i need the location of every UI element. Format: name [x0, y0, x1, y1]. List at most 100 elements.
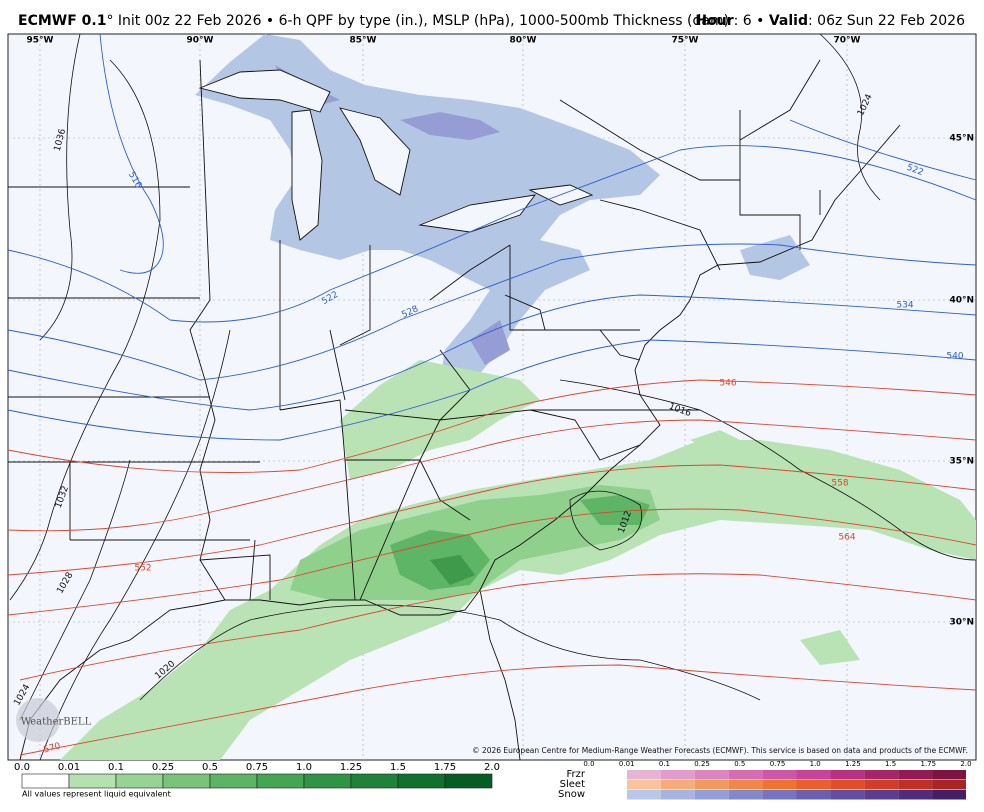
ptype-swatch — [932, 790, 966, 800]
thickness-contours — [7, 33, 977, 756]
rain-swatch — [68, 773, 117, 789]
ptype-tick-label: 0.25 — [694, 760, 710, 768]
rain-tick-label: 1.0 — [296, 762, 312, 773]
latitude-label: 30°N — [949, 618, 974, 628]
legend: 0.0 0.01 0.1 0.25 0.5 0.75 1.0 1.25 1.5 1.75 2.0 Al… — [14, 760, 972, 800]
thickness-label: 540 — [946, 352, 963, 362]
ptype-swatch — [796, 770, 831, 780]
ptype-swatch — [660, 780, 695, 790]
latitude-label: 40°N — [949, 296, 974, 306]
thickness-label: 552 — [134, 564, 151, 574]
ptype-swatch — [796, 790, 831, 800]
hour-label: Hour — [695, 13, 733, 29]
longitude-label: 75°W — [672, 36, 699, 46]
ptype-swatch — [898, 780, 933, 790]
longitude-label: 80°W — [510, 36, 537, 46]
thickness-label: 558 — [831, 479, 848, 489]
ptype-swatch — [728, 790, 763, 800]
ptype-swatch — [830, 780, 865, 790]
ptype-swatch — [694, 780, 729, 790]
ptype-swatch — [898, 790, 933, 800]
ptype-swatch — [762, 790, 797, 800]
ptype-label: Snow — [558, 789, 585, 800]
rain-swatch — [256, 773, 305, 789]
lakes — [198, 69, 594, 241]
thickness-label: 534 — [896, 301, 913, 311]
rain-area — [60, 360, 976, 760]
rain-tick-label: 0.01 — [58, 762, 80, 773]
longitude-label: 90°W — [187, 36, 214, 46]
ptype-swatch — [694, 770, 729, 780]
isobars — [9, 33, 977, 761]
valid-label: Valid — [769, 13, 808, 29]
ptype-tick-label: 1.75 — [921, 760, 937, 768]
hour-value: : 6 • — [734, 13, 769, 29]
rain-swatch — [21, 773, 70, 789]
rain-tick-label: 1.75 — [434, 762, 456, 773]
longitude-label: 95°W — [27, 36, 54, 46]
ptype-tick-label: 0.5 — [734, 760, 745, 768]
thickness-label: 564 — [838, 533, 855, 543]
rain-tick-label: 1.25 — [340, 762, 362, 773]
ptype-tick-label: 2.0 — [960, 760, 971, 768]
header-title: ECMWF 0.1° Init 00z 22 Feb 2026 • 6-h QP… — [18, 13, 729, 29]
ptype-tick-label: 0.75 — [770, 760, 786, 768]
ptype-swatch — [627, 770, 661, 780]
latitude-label: 45°N — [949, 134, 974, 144]
ptype-swatch — [660, 770, 695, 780]
logo: WeatherBELL — [16, 698, 92, 742]
ptype-swatch — [627, 790, 661, 800]
rain-tick-label: 0.5 — [202, 762, 218, 773]
ptype-label: Sleet — [560, 779, 585, 790]
ptype-swatch — [728, 770, 763, 780]
thickness-label: 546 — [719, 379, 736, 389]
longitude-label: 85°W — [350, 36, 377, 46]
rain-tick-label: 2.0 — [484, 762, 500, 773]
latitude-label: 35°N — [949, 457, 974, 467]
ptype-swatch — [627, 780, 661, 790]
ptype-swatch — [864, 790, 899, 800]
ptype-tick-label: 0.0 — [583, 760, 594, 768]
ptype-tick-label: 1.5 — [885, 760, 896, 768]
rain-swatch — [444, 773, 493, 789]
thickness-label: 570 — [43, 741, 62, 755]
ptype-swatch — [932, 780, 966, 790]
title-text: ° Init 00z 22 Feb 2026 • 6-h QPF by type… — [106, 13, 729, 29]
ptype-swatch — [694, 790, 729, 800]
ptype-swatch — [660, 790, 695, 800]
ptype-tick-label: 0.01 — [619, 760, 635, 768]
legend-note: All values represent liquid equivalent — [22, 790, 171, 799]
valid-value: : 06z Sun 22 Feb 2026 — [808, 13, 965, 29]
ptype-swatch — [762, 770, 797, 780]
rain-swatch — [303, 773, 352, 789]
ptype-tick-label: 1.25 — [845, 760, 861, 768]
ptype-swatch — [898, 770, 933, 780]
rain-tick-label: 0.0 — [14, 762, 30, 773]
ptype-swatch — [864, 780, 899, 790]
ptype-label: Frzr — [567, 769, 586, 780]
ptype-swatch — [864, 770, 899, 780]
logo-text: WeatherBELL — [21, 717, 92, 728]
ptype-swatch — [932, 770, 966, 780]
rain-swatch — [350, 773, 399, 789]
longitude-label: 70°W — [834, 36, 861, 46]
rain-swatch — [397, 773, 446, 789]
ptype-tick-label: 1.0 — [810, 760, 821, 768]
copyright: © 2026 European Centre for Medium-Range … — [472, 746, 968, 755]
map: WeatherBELL © 2026 European Centre for M… — [7, 33, 977, 761]
rain-tick-label: 0.75 — [246, 762, 268, 773]
header-valid: Hour: 6 • Valid: 06z Sun 22 Feb 2026 — [695, 13, 965, 29]
ptype-swatch — [830, 770, 865, 780]
ptype-swatch — [762, 780, 797, 790]
rain-swatch — [209, 773, 258, 789]
ptype-tick-label: 0.1 — [659, 760, 670, 768]
rain-tick-label: 1.5 — [390, 762, 406, 773]
rain-swatch — [162, 773, 211, 789]
rain-tick-label: 0.25 — [152, 762, 174, 773]
ptype-swatch — [830, 790, 865, 800]
ptype-swatch — [796, 780, 831, 790]
model-name: ECMWF 0.1 — [18, 13, 106, 29]
rain-swatch — [115, 773, 164, 789]
rain-tick-label: 0.1 — [108, 762, 124, 773]
